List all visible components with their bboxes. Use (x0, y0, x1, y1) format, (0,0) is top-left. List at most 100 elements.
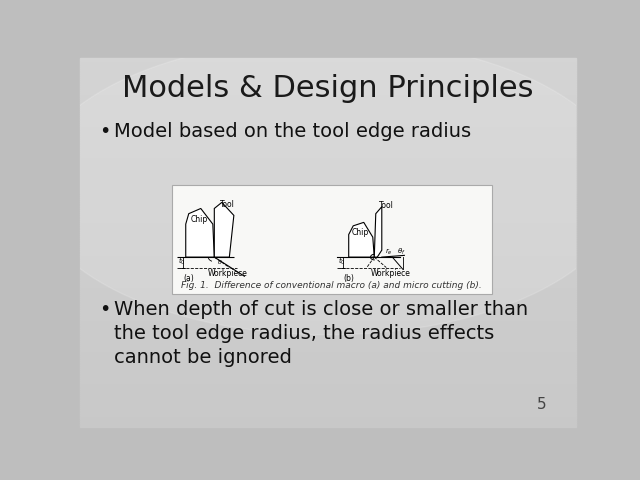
Bar (80, 335, 576, 336)
Bar (80, 174, 576, 176)
Bar (80, 67, 576, 69)
Bar (80, 331, 576, 333)
Bar (80, 381, 576, 383)
Bar (80, 117, 576, 119)
Bar (80, 161, 576, 163)
Bar (80, 207, 576, 209)
Bar (80, 412, 576, 414)
Bar (80, 200, 576, 202)
Bar (80, 170, 576, 172)
Bar (80, 198, 576, 200)
Bar (80, 202, 576, 204)
Bar (80, 148, 576, 150)
Bar (80, 122, 576, 124)
Text: Workpiece: Workpiece (371, 269, 411, 278)
Bar (80, 58, 576, 60)
Polygon shape (186, 208, 214, 257)
Text: the tool edge radius, the radius effects: the tool edge radius, the radius effects (114, 324, 494, 343)
Bar (80, 180, 576, 181)
Bar (80, 320, 576, 322)
Bar (80, 272, 576, 274)
Bar (80, 423, 576, 425)
Bar (80, 211, 576, 213)
Bar (80, 401, 576, 403)
Text: Tool: Tool (379, 202, 394, 210)
Text: (a): (a) (184, 275, 194, 283)
Text: 5: 5 (536, 397, 546, 412)
Bar (80, 76, 576, 78)
Bar (80, 156, 576, 157)
Bar (80, 74, 576, 76)
Bar (80, 61, 576, 63)
Bar (80, 60, 576, 61)
Bar (80, 392, 576, 394)
Bar (80, 150, 576, 152)
Bar (80, 418, 576, 420)
Bar (80, 204, 576, 205)
Bar (80, 82, 576, 84)
Bar (80, 353, 576, 355)
Bar (80, 349, 576, 351)
Bar (80, 416, 576, 418)
Bar (80, 63, 576, 65)
Bar (80, 244, 576, 246)
Bar (80, 78, 576, 80)
Bar (80, 143, 576, 144)
Bar (80, 255, 576, 257)
Text: •: • (99, 300, 110, 319)
Text: Workpiece: Workpiece (208, 269, 248, 278)
Bar (80, 388, 576, 390)
Bar (80, 220, 576, 222)
Bar (80, 246, 576, 248)
Bar (80, 324, 576, 325)
Bar (80, 126, 576, 128)
Bar (80, 95, 576, 96)
Bar (80, 194, 576, 196)
Bar (80, 87, 576, 89)
Bar (80, 231, 576, 233)
Bar (80, 189, 576, 191)
Bar (80, 98, 576, 100)
Bar (80, 224, 576, 226)
Bar (80, 187, 576, 189)
Bar (80, 336, 576, 338)
Bar (80, 233, 576, 235)
Bar (80, 397, 576, 399)
Bar (80, 338, 576, 340)
Bar (80, 301, 576, 303)
Bar (80, 109, 576, 111)
Text: When depth of cut is close or smaller than: When depth of cut is close or smaller th… (114, 300, 528, 319)
Bar (80, 318, 576, 320)
Bar (80, 72, 576, 74)
Bar (80, 104, 576, 106)
Bar (80, 277, 576, 279)
Bar (80, 370, 576, 372)
Bar (80, 178, 576, 180)
Text: Tool: Tool (220, 200, 236, 209)
Bar (80, 410, 576, 412)
FancyBboxPatch shape (172, 185, 492, 294)
Bar (80, 340, 576, 342)
Bar (80, 311, 576, 312)
Bar (80, 115, 576, 117)
Bar (80, 69, 576, 71)
Bar (80, 250, 576, 252)
Bar (80, 91, 576, 93)
Bar (80, 274, 576, 276)
Bar (80, 130, 576, 132)
Bar (80, 357, 576, 359)
Bar (80, 309, 576, 311)
Text: $t_0$: $t_0$ (178, 256, 186, 267)
Bar (80, 279, 576, 281)
Bar (80, 373, 576, 375)
Bar (80, 128, 576, 130)
Bar (80, 257, 576, 259)
Bar (80, 96, 576, 98)
Bar (80, 191, 576, 192)
Bar (80, 215, 576, 216)
Bar (80, 300, 576, 301)
Bar (80, 167, 576, 168)
Bar (80, 111, 576, 113)
Bar (80, 296, 576, 298)
Bar (80, 228, 576, 229)
